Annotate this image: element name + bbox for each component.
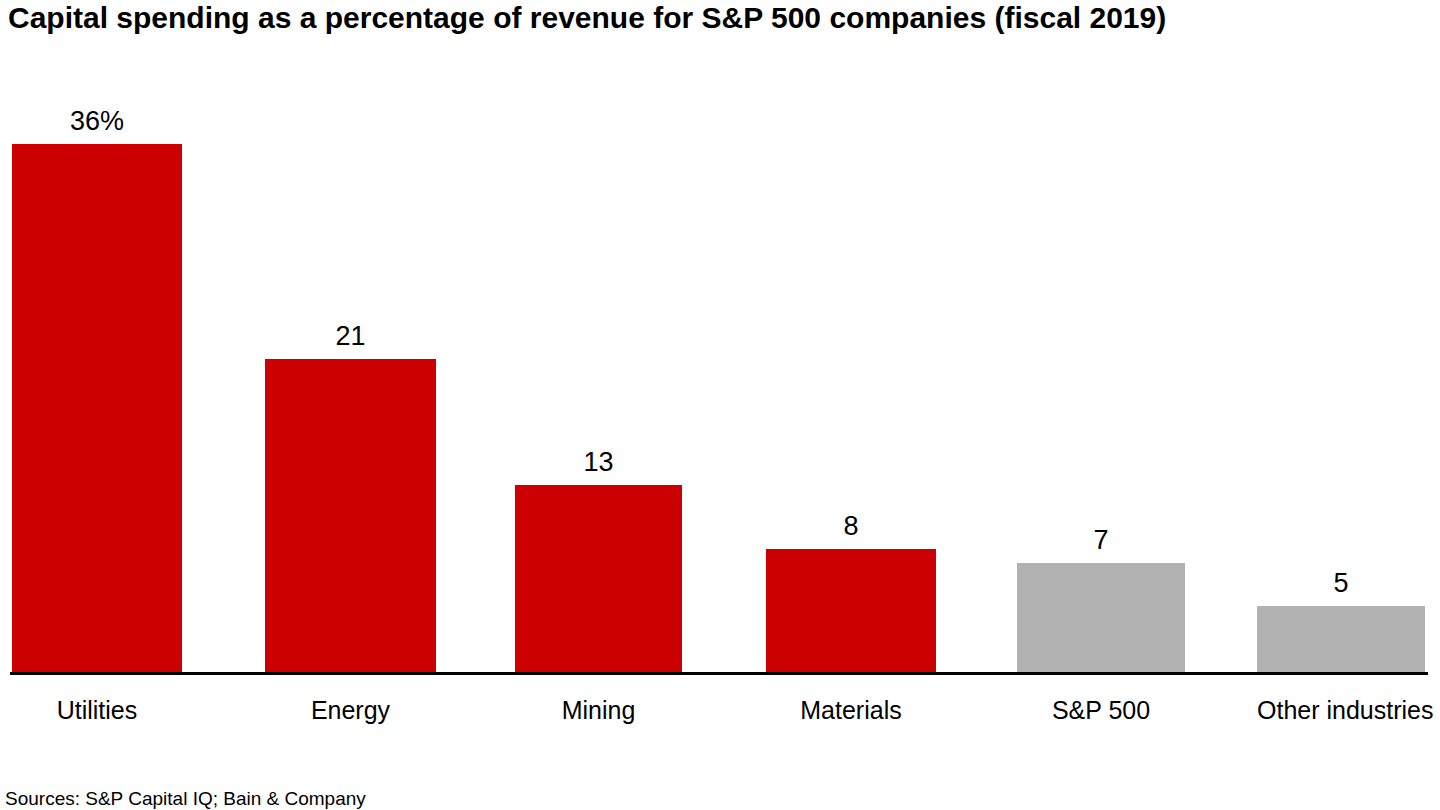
value-label: 36% [70,108,124,135]
bar [766,549,936,673]
bar [265,359,436,673]
bar-group-utilities: 36% [12,108,182,673]
bar-group-materials: 8 [766,513,936,673]
value-label: 7 [1093,527,1108,554]
category-label: Utilities [12,695,182,725]
bar-group-other-industries: 5 [1257,570,1425,673]
bar [1017,563,1185,673]
bar-chart-plot-area: 36% 21 13 8 7 5 [0,100,1440,673]
bar-group-energy: 21 [265,323,436,673]
value-label: 13 [583,449,613,476]
value-label: 8 [843,513,858,540]
value-label: 21 [335,323,365,350]
category-label: S&P 500 [1017,695,1185,725]
category-label: Materials [766,695,936,725]
category-label: Mining [515,695,682,725]
bar-group-mining: 13 [515,449,682,673]
value-label: 5 [1333,570,1348,597]
category-label: Other industries [1257,695,1425,725]
bar [515,485,682,673]
source-note: Sources: S&P Capital IQ; Bain & Company [5,788,366,810]
bar [12,144,182,673]
chart-title: Capital spending as a percentage of reve… [8,3,1166,33]
bar [1257,606,1425,673]
x-axis-line [10,672,1428,675]
bar-group-s-p-500: 7 [1017,527,1185,673]
chart-page: Capital spending as a percentage of reve… [0,0,1440,810]
x-axis-category-labels: Utilities Energy Mining Materials S&P 500 Oth… [0,695,1440,729]
category-label: Energy [265,695,436,725]
